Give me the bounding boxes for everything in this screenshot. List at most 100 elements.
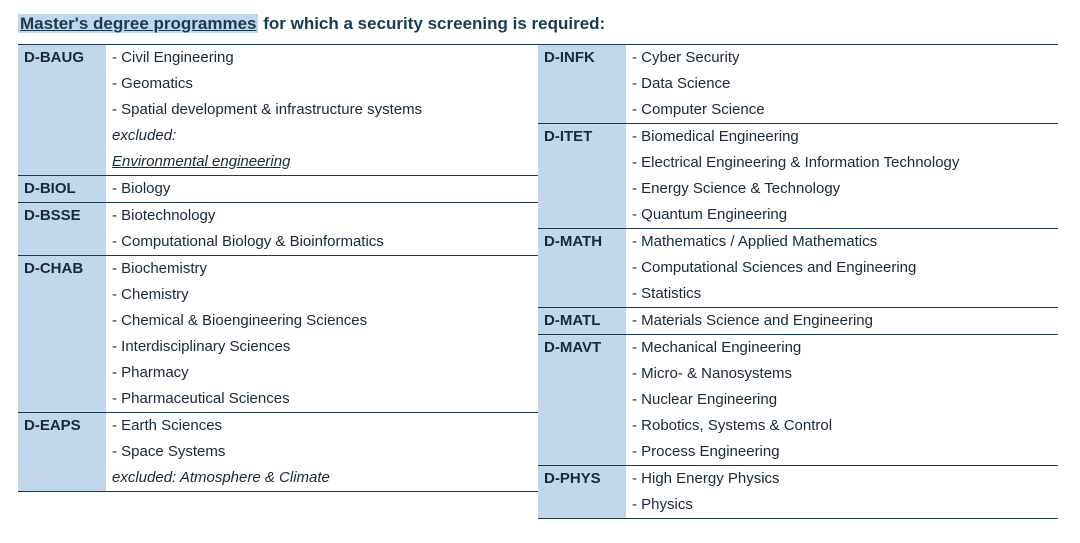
programme-item: - Computational Sciences and Engineering [632, 257, 1052, 279]
programme-cell: - Statistics [626, 281, 1058, 308]
programme-cell: - Biotechnology [106, 203, 538, 230]
dept-label-cont [538, 281, 626, 308]
programme-item: - Spatial development & infrastructure s… [112, 99, 532, 121]
programme-item: - Process Engineering [632, 441, 1052, 463]
programme-cell: - Mechanical Engineering [626, 335, 1058, 362]
programme-cell: - Energy Science & Technology [626, 176, 1058, 202]
programme-cell: - Biology [106, 176, 538, 203]
dept-label-cont [18, 465, 106, 492]
table-right: D-INFK - Cyber Security - Data Science - Co… [538, 44, 1058, 519]
programme-cell: - Biomedical Engineering [626, 124, 1058, 151]
programme-cell: - Micro- & Nanosystems [626, 361, 1058, 387]
dept-label-cont [538, 71, 626, 97]
dept-label: D-BIOL [18, 176, 106, 203]
programme-item: - Pharmacy [112, 362, 532, 384]
programme-item: - Chemistry [112, 284, 532, 306]
programme-item: - Biomedical Engineering [632, 126, 1052, 148]
programme-item: - Materials Science and Engineering [632, 310, 1052, 332]
programme-cell: - Space Systems [106, 439, 538, 465]
programme-cell: - Pharmaceutical Sciences [106, 386, 538, 413]
dept-label-cont [538, 150, 626, 176]
programme-cell: - Civil Engineering [106, 45, 538, 72]
dept-label: D-MATH [538, 229, 626, 256]
programme-item: - High Energy Physics [632, 468, 1052, 490]
dept-label: D-ITET [538, 124, 626, 151]
programme-cell: - Biochemistry [106, 256, 538, 283]
dept-label-cont [538, 413, 626, 439]
page-title: Master's degree programmes for which a s… [18, 14, 1062, 34]
programme-cell: - Physics [626, 492, 1058, 519]
programme-cell: - Pharmacy [106, 360, 538, 386]
dept-label: D-INFK [538, 45, 626, 72]
programme-cell: - Earth Sciences [106, 413, 538, 440]
programme-cell: - Electrical Engineering & Information T… [626, 150, 1058, 176]
programme-cell: - High Energy Physics [626, 466, 1058, 493]
dept-label: D-MATL [538, 308, 626, 335]
dept-label-cont [538, 176, 626, 202]
programme-item: - Energy Science & Technology [632, 178, 1052, 200]
dept-label-cont [18, 386, 106, 413]
dept-label-cont [18, 229, 106, 256]
programme-item: - Data Science [632, 73, 1052, 95]
dept-label-cont [18, 71, 106, 97]
programme-cell: - Geomatics [106, 71, 538, 97]
dept-label-cont [18, 97, 106, 123]
dept-label-cont [18, 360, 106, 386]
dept-label: D-CHAB [18, 256, 106, 283]
programme-cell: - Cyber Security [626, 45, 1058, 72]
programme-cell: - Mathematics / Applied Mathematics [626, 229, 1058, 256]
programme-cell: - Spatial development & infrastructure s… [106, 97, 538, 123]
programme-item: - Interdisciplinary Sciences [112, 336, 532, 358]
programme-item: - Statistics [632, 283, 1052, 305]
programme-item: - Mathematics / Applied Mathematics [632, 231, 1052, 253]
excluded-inline: excluded: Atmosphere & Climate [112, 467, 532, 489]
programme-item: - Geomatics [112, 73, 532, 95]
programme-item: - Biology [112, 178, 532, 200]
programme-item: - Computer Science [632, 99, 1052, 121]
dept-label-cont [538, 361, 626, 387]
dept-label-cont [538, 202, 626, 229]
programme-item: - Earth Sciences [112, 415, 532, 437]
programme-cell: - Chemistry [106, 282, 538, 308]
dept-label: D-EAPS [18, 413, 106, 440]
programme-cell: - Computational Biology & Bioinformatics [106, 229, 538, 256]
programme-item: - Pharmaceutical Sciences [112, 388, 532, 410]
excluded-label: excluded: [112, 125, 532, 147]
dept-label-cont [538, 97, 626, 124]
programme-cell: - Materials Science and Engineering [626, 308, 1058, 335]
programme-cell: - Data Science [626, 71, 1058, 97]
dept-label: D-PHYS [538, 466, 626, 493]
programme-cell: excluded: Atmosphere & Climate [106, 465, 538, 492]
dept-label-cont [538, 255, 626, 281]
programme-item: - Computational Biology & Bioinformatics [112, 231, 532, 253]
dept-label-cont [18, 282, 106, 308]
programme-cell: - Interdisciplinary Sciences [106, 334, 538, 360]
dept-label-cont [538, 387, 626, 413]
dept-label: D-BAUG [18, 45, 106, 72]
programme-item: - Mechanical Engineering [632, 337, 1052, 359]
dept-label-cont [18, 439, 106, 465]
programme-cell: - Quantum Engineering [626, 202, 1058, 229]
programme-cell: - Computer Science [626, 97, 1058, 124]
programme-item: - Chemical & Bioengineering Sciences [112, 310, 532, 332]
programme-cell: - Chemical & Bioengineering Sciences [106, 308, 538, 334]
programme-item: - Biotechnology [112, 205, 532, 227]
programme-item: - Cyber Security [632, 47, 1052, 69]
programme-cell: - Nuclear Engineering [626, 387, 1058, 413]
programme-item: - Space Systems [112, 441, 532, 463]
programme-item: - Electrical Engineering & Information T… [632, 152, 1052, 174]
programme-item: - Robotics, Systems & Control [632, 415, 1052, 437]
programme-item: - Nuclear Engineering [632, 389, 1052, 411]
programme-item: - Civil Engineering [112, 47, 532, 69]
page: Master's degree programmes for which a s… [0, 0, 1080, 537]
heading-highlight: Master's degree programmes [18, 14, 258, 33]
table-left: D-BAUG - Civil Engineering - Geomatics - Sp… [18, 44, 538, 492]
programme-cell: Environmental engineering [106, 149, 538, 176]
programme-cell: - Robotics, Systems & Control [626, 413, 1058, 439]
dept-label-cont [18, 123, 106, 149]
columns: D-BAUG - Civil Engineering - Geomatics - Sp… [18, 44, 1062, 519]
dept-label-cont [18, 334, 106, 360]
programme-cell: excluded: [106, 123, 538, 149]
programme-item: - Physics [632, 494, 1052, 516]
dept-label-cont [538, 439, 626, 466]
